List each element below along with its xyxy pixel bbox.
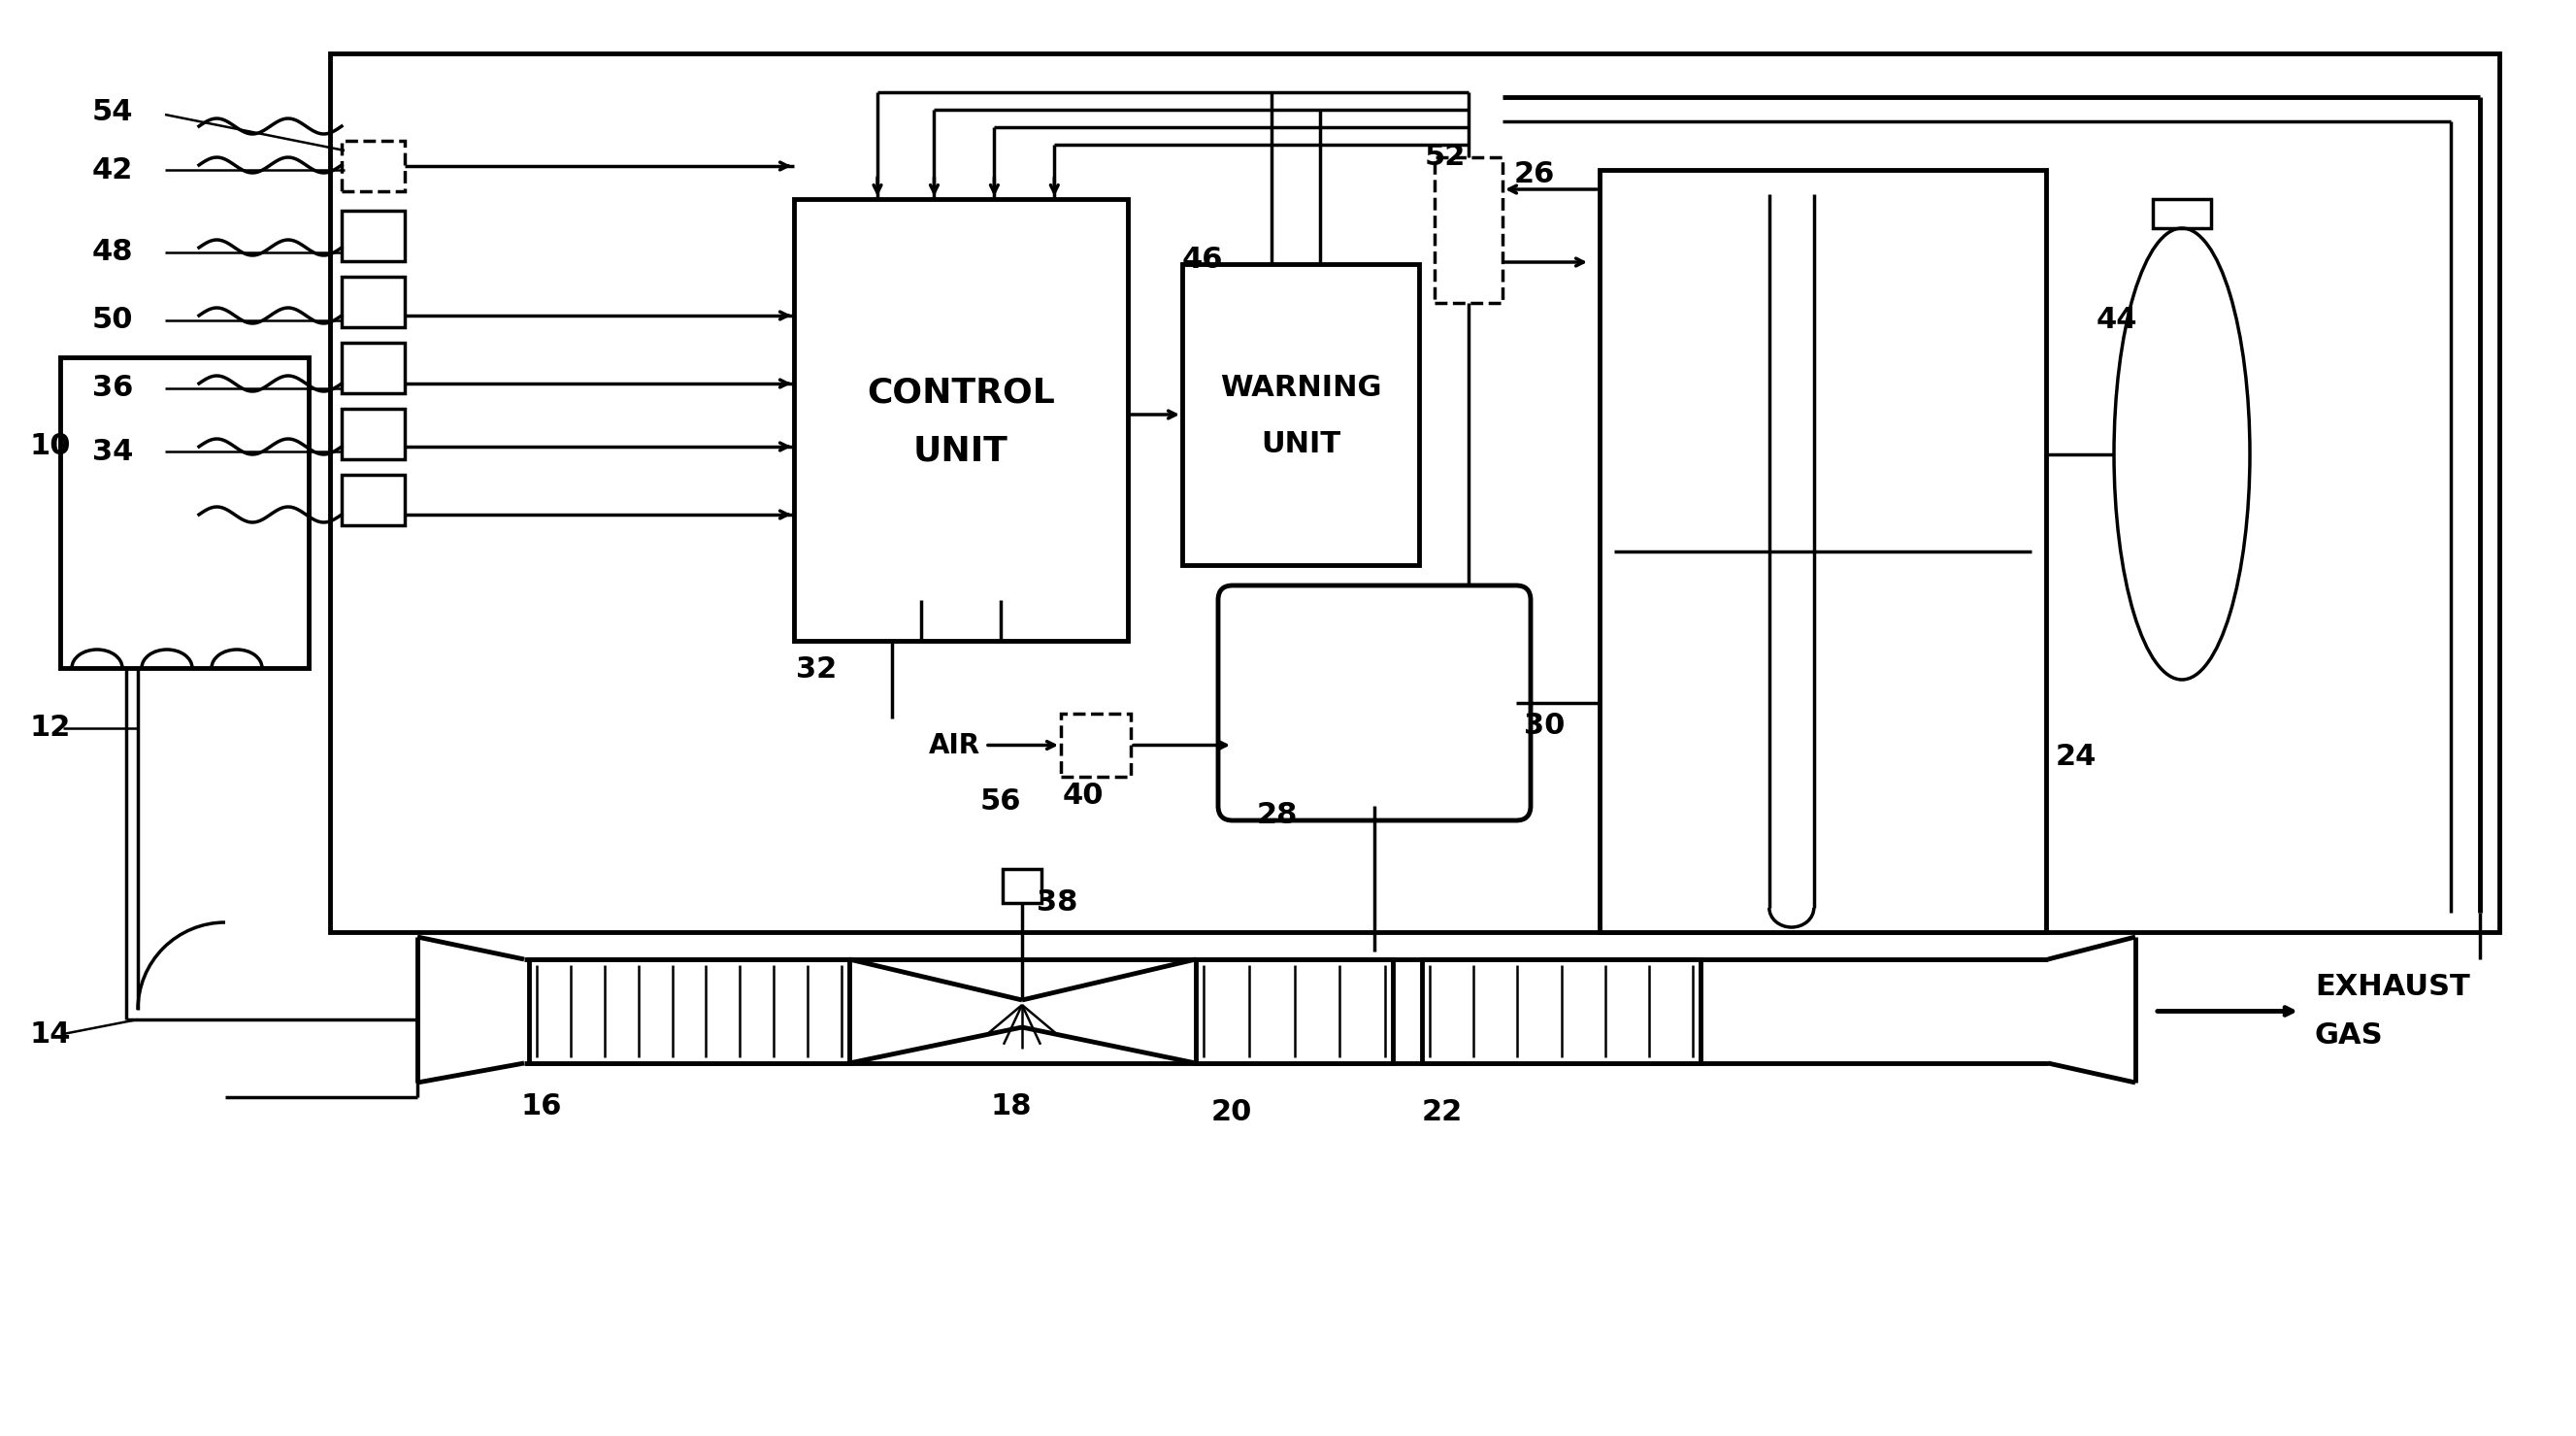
- Text: 50: 50: [93, 306, 134, 335]
- Polygon shape: [417, 936, 523, 1083]
- Text: 56: 56: [981, 787, 1023, 816]
- Text: 20: 20: [1211, 1097, 1252, 1126]
- Text: 40: 40: [1064, 783, 1105, 810]
- Bar: [343, 409, 404, 460]
- Text: 24: 24: [2056, 744, 2097, 771]
- Text: 28: 28: [1257, 801, 1298, 830]
- Text: 26: 26: [1515, 161, 1556, 190]
- Bar: [1422, 959, 1700, 1063]
- Text: 36: 36: [93, 375, 134, 402]
- Bar: [59, 358, 309, 668]
- Text: 38: 38: [1036, 889, 1077, 918]
- Bar: [793, 200, 1128, 640]
- Bar: [1182, 264, 1419, 566]
- Polygon shape: [2048, 936, 2136, 1083]
- Text: 10: 10: [28, 432, 70, 461]
- Polygon shape: [1023, 959, 1195, 1063]
- Text: 12: 12: [28, 714, 70, 742]
- Text: 44: 44: [2097, 306, 2138, 335]
- Bar: [2154, 200, 2210, 228]
- Text: 48: 48: [93, 238, 134, 267]
- Text: 16: 16: [520, 1093, 562, 1122]
- Text: 42: 42: [93, 157, 134, 184]
- FancyBboxPatch shape: [1218, 586, 1530, 820]
- Bar: [1061, 714, 1131, 777]
- Bar: [343, 211, 404, 261]
- Bar: [330, 53, 2499, 932]
- Bar: [1435, 158, 1502, 303]
- Text: 32: 32: [796, 656, 837, 684]
- Text: EXHAUST: EXHAUST: [2316, 972, 2470, 1001]
- Bar: [1600, 169, 2045, 932]
- Text: UNIT: UNIT: [1260, 429, 1340, 458]
- Bar: [343, 277, 404, 327]
- Text: GAS: GAS: [2316, 1021, 2383, 1050]
- Text: 22: 22: [1422, 1097, 1463, 1126]
- Text: WARNING: WARNING: [1221, 373, 1381, 402]
- Text: 46: 46: [1182, 246, 1224, 274]
- Text: UNIT: UNIT: [914, 435, 1007, 468]
- Text: 30: 30: [1525, 712, 1566, 741]
- Text: 18: 18: [989, 1093, 1030, 1122]
- Text: CONTROL: CONTROL: [868, 376, 1056, 409]
- Text: 54: 54: [93, 98, 134, 126]
- Text: 34: 34: [93, 438, 134, 465]
- Bar: [343, 343, 404, 393]
- Bar: [528, 959, 850, 1063]
- Text: 52: 52: [1425, 144, 1466, 171]
- Bar: [1195, 959, 1394, 1063]
- Bar: [343, 141, 404, 191]
- Text: 14: 14: [28, 1020, 70, 1048]
- Text: AIR: AIR: [930, 731, 981, 758]
- Polygon shape: [850, 959, 1023, 1063]
- Bar: [343, 475, 404, 526]
- Bar: [1002, 869, 1041, 903]
